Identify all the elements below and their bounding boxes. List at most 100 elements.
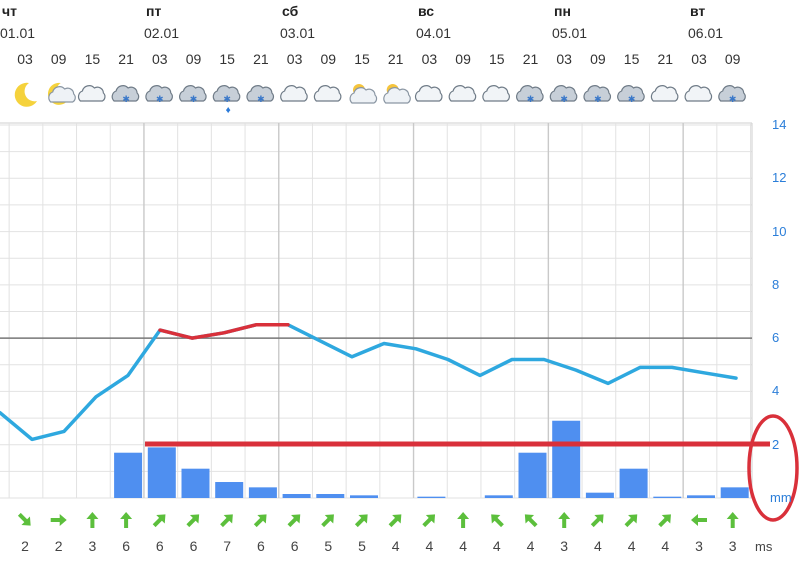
wind-speed-label: 6 [122,538,130,554]
cloudy-icon [650,85,679,102]
precip-bar [619,468,648,498]
y-tick-label: 2 [772,436,780,452]
snowflake-glyph: ✱ [729,94,737,104]
wind-speed-label: 3 [88,538,97,554]
hour-label: 21 [118,51,134,67]
snow-cloud-icon: ✱ [145,85,173,104]
arrow-shape [152,514,166,528]
cloud-shape [414,85,443,102]
cloud-shape [650,85,679,102]
snow-cloud-icon: ✱ [516,85,544,104]
arrow-shape [388,514,402,528]
day-label: вт [690,3,706,19]
moon-cloud-icon [47,82,76,105]
wind-arrow-icon [658,514,671,528]
wind-arrow-icon [50,514,67,526]
arrow-shape [287,514,301,528]
day-label: пн [554,3,571,19]
snowflake-glyph: ✱ [594,94,602,104]
precip-bar [518,452,547,498]
cloud-shape [516,85,544,102]
wind-speed-label: 4 [425,538,434,554]
cloudy-icon [77,85,106,102]
sun-cloud-icon [349,84,378,104]
snowflake-glyph: ✱ [560,94,568,104]
cloud-shape [583,85,612,102]
hour-label: 15 [489,51,505,67]
wind-speed-label: 6 [155,538,164,554]
cloudy-icon [280,85,308,102]
cloud-shape [77,85,106,102]
snow-cloud-icon: ✱ [718,85,746,104]
wind-arrow-icon [120,512,133,528]
precip-bar [350,495,378,498]
arrow-shape [354,514,368,528]
temperature-high-segment [158,323,290,340]
snowflake-glyph: ✱ [257,94,265,104]
precip-unit-label: mm [770,490,792,505]
moon-shape [14,82,38,107]
wind-arrow-icon [422,514,436,528]
hour-label: 03 [691,51,707,67]
hour-label: 03 [17,51,33,67]
moon-icon [14,82,38,107]
wind-arrow-icon [558,512,571,528]
cloud-shape [617,85,645,102]
y-tick-label: 8 [772,276,780,292]
arrow-shape [50,514,67,526]
wind-arrow-icon [624,514,638,528]
date-label: 06.01 [688,25,724,41]
cloud-shape [718,85,746,102]
precip-bar [248,487,277,498]
wind-arrow-icon [590,514,604,528]
arrow-shape [220,514,233,528]
wind-speed-label: 4 [391,538,400,554]
snowflake-glyph: ✱ [223,94,231,104]
arrow-shape [186,514,200,528]
hour-label: 15 [623,51,640,67]
snow-cloud-icon: ✱ [617,85,645,104]
wind-speed-label: 2 [21,538,29,554]
precip-bar [417,496,446,498]
wind-arrow-icon [457,512,470,528]
arrow-shape [658,514,671,528]
precip-bar [114,452,143,498]
hour-label: 03 [556,51,572,67]
precip-bar [215,482,244,498]
wind-arrow-icon [253,514,267,528]
day-label: чт [2,3,17,19]
cloud-shape [145,85,173,102]
arrow-shape [120,512,133,528]
day-label: пт [146,3,162,19]
wind-arrow-icon [524,514,538,528]
wind-arrow-icon [388,514,402,528]
y-tick-label: 10 [772,223,787,239]
cloud-shape [280,85,308,102]
cloudy-icon [414,85,443,102]
precip-bar [687,495,715,498]
precip-bar [720,487,749,498]
wind-arrow-icon [186,514,200,528]
arrow-shape [624,514,638,528]
cloud-shape [212,85,241,102]
wind-speed-label: 6 [256,538,265,554]
snow-shower-icon: ✱♦ [212,85,241,116]
wind-unit-label: ms [755,539,773,554]
hour-label: 09 [724,51,741,67]
arrow-shape [590,514,604,528]
wind-arrow-icon [152,514,166,528]
arrow-shape [86,512,99,528]
hour-label: 21 [522,51,539,67]
snowflake-glyph: ✱ [190,94,198,104]
arrow-shape [17,512,31,526]
date-label: 05.01 [552,25,588,41]
cloudy-icon [313,85,342,102]
day-label: сб [282,3,299,19]
wind-speed-label: 7 [223,538,232,554]
precip-bar [552,420,581,498]
temperature-line [0,323,738,442]
wind-speed-label: 6 [189,538,198,554]
y-tick-label: 6 [772,330,780,346]
wind-arrow-icon [691,514,707,526]
